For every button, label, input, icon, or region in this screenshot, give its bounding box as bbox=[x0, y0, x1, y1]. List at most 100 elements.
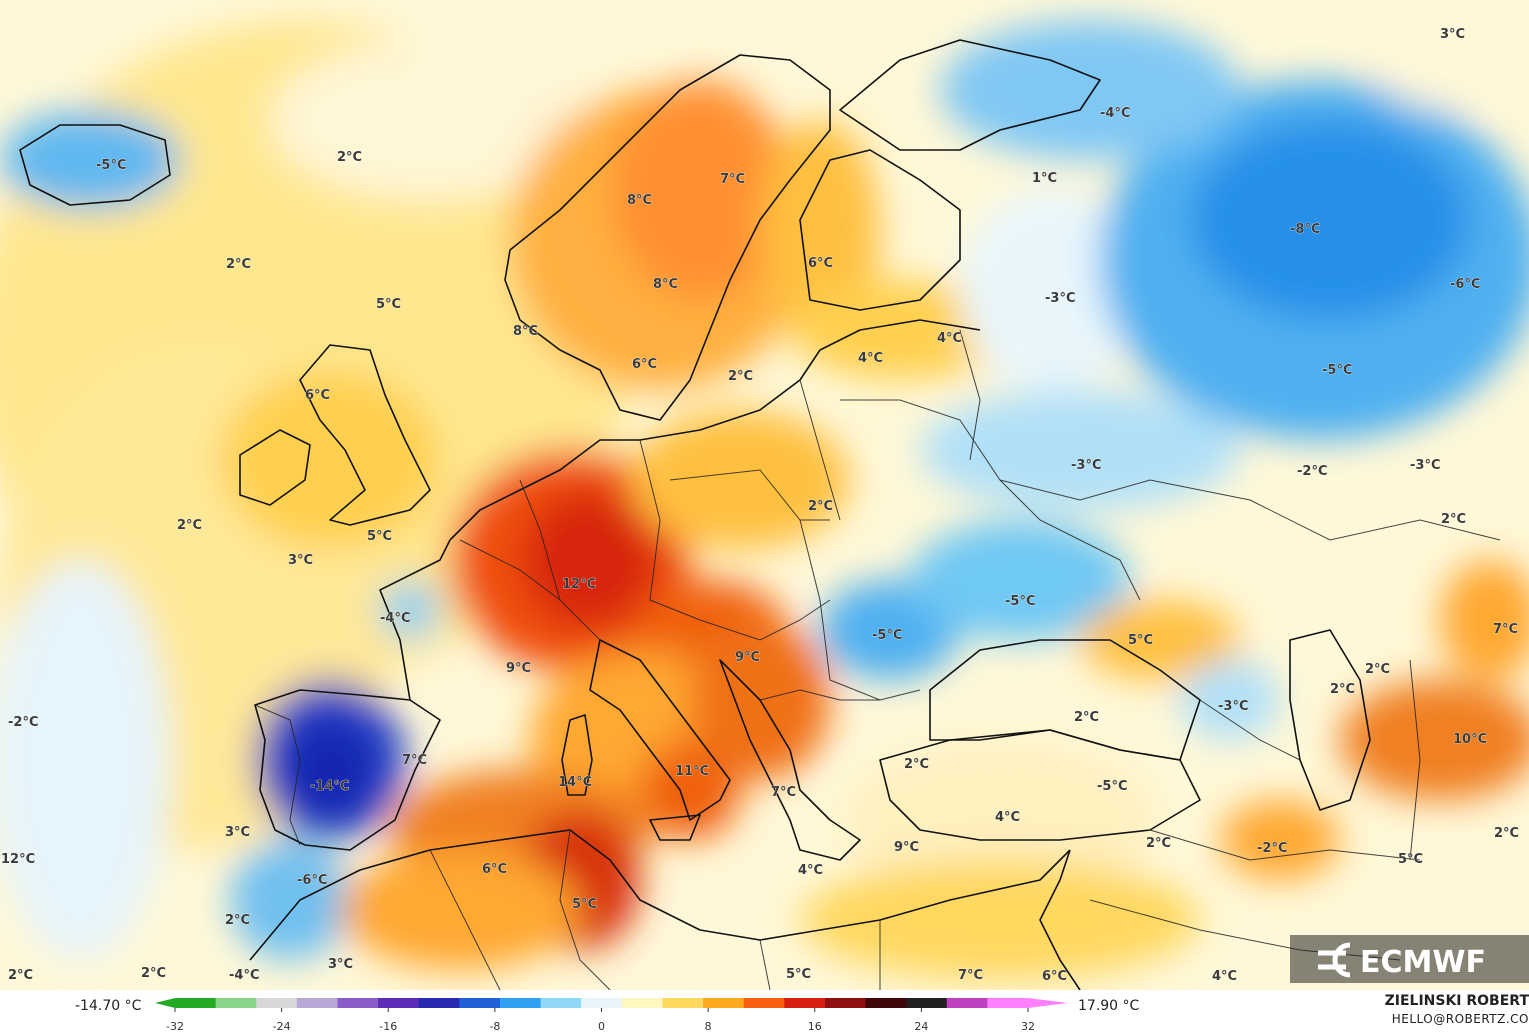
temperature-label: 4°C bbox=[937, 331, 962, 346]
colorbar-segment bbox=[621, 998, 663, 1008]
temperature-label: 9°C bbox=[894, 840, 919, 855]
temperature-label: -5°C bbox=[872, 628, 902, 643]
colorbar-segment bbox=[337, 998, 379, 1008]
temperature-label: 2°C bbox=[1074, 710, 1099, 725]
temperature-label: 2°C bbox=[141, 966, 166, 981]
temperature-label: 9°C bbox=[735, 650, 760, 665]
country-borders bbox=[254, 329, 1501, 990]
temperature-label: -2°C bbox=[1297, 464, 1327, 479]
temperature-label: -3°C bbox=[1045, 291, 1075, 306]
temperature-label: 10°C bbox=[1453, 732, 1487, 747]
temperature-label: 5°C bbox=[572, 897, 597, 912]
temperature-label: 2°C bbox=[1494, 826, 1519, 841]
temperature-label: 4°C bbox=[798, 863, 823, 878]
colorbar-segment bbox=[784, 998, 826, 1008]
temperature-label: -5°C bbox=[1097, 779, 1127, 794]
temperature-label: 3°C bbox=[328, 957, 353, 972]
temperature-label: 5°C bbox=[786, 967, 811, 982]
colorbar-tick-label: -8 bbox=[489, 1020, 500, 1033]
temperature-label: 2°C bbox=[177, 518, 202, 533]
temperature-label: -3°C bbox=[1071, 458, 1101, 473]
colorbar-tick-label: 16 bbox=[808, 1020, 822, 1033]
temperature-label: 1°C bbox=[1032, 171, 1057, 186]
colorbar-segment bbox=[459, 998, 501, 1008]
temperature-label: 9°C bbox=[506, 661, 531, 676]
temperature-label: 2°C bbox=[808, 499, 833, 514]
colorbar-segment bbox=[581, 998, 623, 1008]
temperature-label: 2°C bbox=[728, 369, 753, 384]
temperature-label: 2°C bbox=[225, 913, 250, 928]
ecmwf-logo: ECMWF bbox=[1290, 935, 1529, 983]
temperature-label: 2°C bbox=[8, 968, 33, 983]
colorbar-segment bbox=[499, 998, 542, 1008]
temperature-label: 7°C bbox=[1493, 622, 1518, 637]
temperature-label: -6°C bbox=[297, 873, 327, 888]
temperature-label: 3°C bbox=[288, 553, 313, 568]
temperature-label: 4°C bbox=[858, 351, 883, 366]
colorbar-segment bbox=[824, 998, 867, 1008]
legend-footer: -14.70 °C -32 -24 -16 -8 0 8 16 24 32 17.90 °C Z… bbox=[75, 993, 1529, 1033]
temperature-label: 4°C bbox=[995, 810, 1020, 825]
legend-min-label: -14.70 °C bbox=[75, 998, 142, 1014]
colorbar-segment bbox=[865, 998, 907, 1008]
temperature-label: -14°C bbox=[310, 779, 350, 794]
colorbar-segment bbox=[378, 998, 420, 1008]
temperature-label: 5°C bbox=[367, 529, 392, 544]
colorbar-tick-label: -16 bbox=[379, 1020, 397, 1033]
temperature-label: 5°C bbox=[1128, 633, 1153, 648]
temperature-label: -4°C bbox=[229, 968, 259, 983]
temperature-label: 6°C bbox=[305, 388, 330, 403]
temperature-label: -5°C bbox=[96, 158, 126, 173]
coastlines bbox=[19, 39, 1371, 990]
temperature-label: 7°C bbox=[402, 753, 427, 768]
temperature-label: 11°C bbox=[675, 764, 709, 779]
colorbar-segment bbox=[418, 998, 460, 1008]
temperature-label: 3°C bbox=[1440, 27, 1465, 42]
credit-email: HELLO@ROBERTZ.CO bbox=[1392, 1012, 1529, 1026]
temperature-label: 2°C bbox=[1441, 512, 1466, 527]
colorbar-min-cap bbox=[155, 998, 175, 1008]
colorbar-segment bbox=[540, 998, 582, 1008]
temperature-label: 2°C bbox=[904, 757, 929, 772]
temperature-label: 12°C bbox=[562, 577, 596, 592]
temperature-label: 14°C bbox=[558, 775, 592, 790]
temperature-label: 12°C bbox=[1, 852, 35, 867]
colorbar-tick-label: 0 bbox=[598, 1020, 605, 1033]
temperature-label: 4°C bbox=[1212, 969, 1237, 984]
temperature-label: 2°C bbox=[337, 150, 362, 165]
temperature-label: 8°C bbox=[627, 193, 652, 208]
temperature-label: -3°C bbox=[1410, 458, 1440, 473]
colorbar-segment bbox=[175, 998, 217, 1008]
temperature-label: -5°C bbox=[1322, 363, 1352, 378]
colorbar-tick-label: -24 bbox=[273, 1020, 291, 1033]
temperature-label: 6°C bbox=[808, 256, 833, 271]
temperature-labels: 3°C -4°C -5°C 2°C 7°C 8°C 1°C -8°C 2°C 6°C 8°C -6°C… bbox=[1, 27, 1520, 985]
temperature-label: -2°C bbox=[8, 715, 38, 730]
colorbar-segment bbox=[703, 998, 745, 1008]
colorbar-segment bbox=[987, 998, 1029, 1008]
colorbar-tick-label: 24 bbox=[914, 1020, 928, 1033]
legend-max-label: 17.90 °C bbox=[1078, 998, 1140, 1014]
colorbar-tick-label: 32 bbox=[1021, 1020, 1035, 1033]
colorbar-segment bbox=[215, 998, 257, 1008]
temperature-label: -2°C bbox=[1257, 841, 1287, 856]
temperature-label: -4°C bbox=[1100, 106, 1130, 121]
temperature-label: -8°C bbox=[1290, 222, 1320, 237]
colorbar-segment bbox=[256, 998, 298, 1008]
colorbar-segment bbox=[906, 998, 948, 1008]
temperature-label: 7°C bbox=[771, 785, 796, 800]
temperature-label: 2°C bbox=[1330, 682, 1355, 697]
colorbar-tick-label: -32 bbox=[166, 1020, 184, 1033]
temperature-label: 5°C bbox=[1398, 852, 1423, 867]
colorbar bbox=[155, 998, 1068, 1008]
temperature-label: 6°C bbox=[482, 862, 507, 877]
colorbar-ticks: -32 -24 -16 -8 0 8 16 24 32 bbox=[166, 1008, 1035, 1033]
colorbar-segment bbox=[662, 998, 704, 1008]
colorbar-tick-label: 8 bbox=[705, 1020, 712, 1033]
temperature-label: 6°C bbox=[632, 357, 657, 372]
temperature-label: 7°C bbox=[720, 172, 745, 187]
colorbar-segment bbox=[946, 998, 988, 1008]
temperature-label: -4°C bbox=[380, 611, 410, 626]
temperature-label: 2°C bbox=[1146, 836, 1171, 851]
temperature-label: 7°C bbox=[958, 968, 983, 983]
